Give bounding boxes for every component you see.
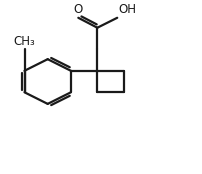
Text: OH: OH	[118, 3, 135, 16]
Text: O: O	[73, 3, 83, 16]
Text: CH₃: CH₃	[14, 35, 35, 48]
